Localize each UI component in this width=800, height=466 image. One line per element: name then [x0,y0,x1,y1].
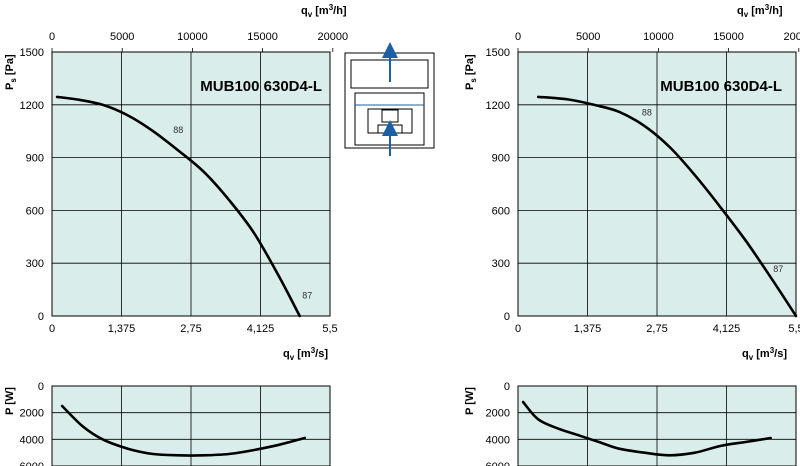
tick-labels: 03006009001200150001,3752,754,1255,50500… [486,31,800,335]
grid [517,385,797,466]
y-tick-label: 1200 [486,100,510,112]
x-tick-label: 1,375 [108,323,136,335]
x2-tick-label: 15000 [247,31,278,43]
grid [51,385,331,466]
curves [60,404,306,457]
svg-text:P [W]: P [W] [4,387,16,415]
x2-tick-label: 15000 [713,31,744,43]
x2-tick-label: 10000 [177,31,208,43]
pressure-chart-right: 03006009001200150001,3752,754,1255,50500… [486,31,800,335]
x2-tick-label: 5000 [576,31,600,43]
x2-tick-label: 0 [515,31,521,43]
bottom-axis-unit-left: qv [m3/s] [283,346,328,362]
x2-tick-label: 20000 [784,31,800,43]
y-tick-label: 0 [38,381,44,393]
fan-orientation-diagram [344,42,435,156]
y-tick-label: 2000 [20,408,44,420]
x-tick-label: 0 [515,323,521,335]
y-tick-label: 6000 [20,461,44,466]
curves: 88 87 [55,95,312,318]
y-tick-label: 900 [492,153,510,165]
x-tick-label: 4,125 [247,323,275,335]
power-axis-label-right: P [W] [464,387,476,415]
y-tick-label: 0 [504,381,510,393]
y-tick-label: 2000 [486,408,510,420]
top-axis-unit-left: qv [m3/h] [301,3,347,19]
x-tick-label: 1,375 [574,323,602,335]
efficiency-label: 88 [642,107,652,117]
bottom-axis-unit-right: qv [m3/s] [742,346,787,362]
y-axis-label-right: Ps [Pa] [464,54,478,90]
efficiency-label: 88 [173,125,183,135]
tick-labels: 0 2000 4000 6000 [20,381,44,466]
y-tick-label: 1200 [20,100,44,112]
y-tick-label: 600 [492,205,510,217]
svg-text:P [W]: P [W] [464,387,476,415]
svg-text:Ps [Pa]: Ps [Pa] [4,54,18,90]
y-tick-label: 600 [26,205,44,217]
y-tick-label: 1500 [486,47,510,59]
grid [517,51,797,317]
svg-text:qv [m3/h]: qv [m3/h] [737,3,783,19]
y-tick-label: 300 [492,258,510,270]
tick-labels: 0 2000 4000 6000 [486,381,510,466]
x2-tick-label: 0 [49,31,55,43]
series-curve [536,95,798,318]
curves [521,400,772,457]
x-tick-label: 5,5 [322,323,337,335]
svg-text:qv [m3/s]: qv [m3/s] [283,346,328,362]
top-axis-unit-right: qv [m3/h] [737,3,783,19]
x2-tick-label: 10000 [643,31,674,43]
series-curve [55,95,301,318]
power-chart-right: 0 2000 4000 6000 [486,381,797,466]
curves: 88 87 [536,95,798,318]
x2-tick-label: 20000 [318,31,349,43]
y-tick-label: 300 [26,258,44,270]
y-tick-label: 6000 [486,461,510,466]
x-tick-label: 4,125 [713,323,741,335]
efficiency-label: 87 [773,264,783,274]
chart-title: MUB100 630D4-L [660,78,782,95]
x-tick-label: 0 [49,323,55,335]
y-axis-label-left: Ps [Pa] [4,54,18,90]
y-tick-label: 0 [504,311,510,323]
svg-text:qv [m3/h]: qv [m3/h] [301,3,347,19]
y-tick-label: 4000 [486,434,510,446]
y-tick-label: 900 [26,153,44,165]
series-curve [60,404,306,457]
x-tick-label: 2,75 [646,323,667,335]
y-tick-label: 1500 [20,47,44,59]
svg-text:Ps [Pa]: Ps [Pa] [464,54,478,90]
y-tick-label: 4000 [20,434,44,446]
x-tick-label: 2,75 [180,323,201,335]
x-tick-label: 5,5 [788,323,800,335]
svg-text:qv [m3/s]: qv [m3/s] [742,346,787,362]
power-axis-label-left: P [W] [4,387,16,415]
x2-tick-label: 5000 [110,31,134,43]
power-chart-left: 0 2000 4000 6000 [20,381,331,466]
series-curve [521,400,772,457]
chart-title: MUB100 630D4-L [200,78,322,95]
y-tick-label: 0 [38,311,44,323]
efficiency-label: 87 [302,290,312,300]
